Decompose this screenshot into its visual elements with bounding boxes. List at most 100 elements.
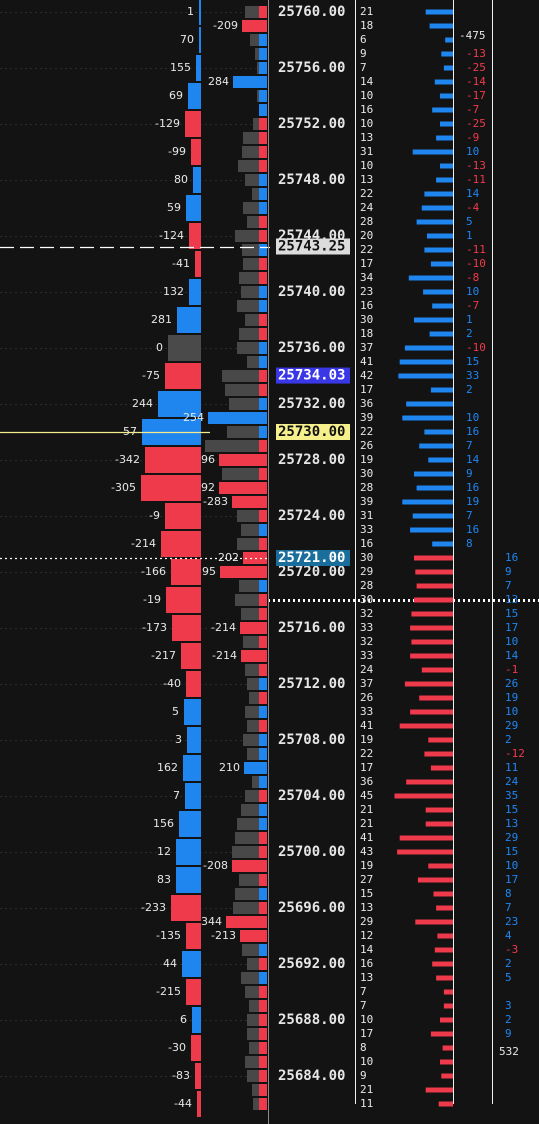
- price-label: 25736.00: [278, 340, 345, 356]
- profile-bar: [195, 251, 201, 277]
- asks-volume: 36: [360, 397, 373, 410]
- asks-volume: 19: [360, 453, 373, 466]
- footprint-bar: [232, 860, 267, 872]
- asks-bar: [416, 219, 453, 225]
- bids-volume: 19: [360, 859, 373, 872]
- asks-bar: [402, 415, 453, 421]
- asks-volume: 41: [360, 355, 373, 368]
- asks-total: -475: [459, 29, 486, 42]
- footprint-tip: [259, 216, 267, 228]
- bids-volume: 21: [360, 817, 373, 830]
- footprint-tip: [259, 132, 267, 144]
- bids-volume: 10: [360, 1055, 373, 1068]
- bids-volume: 10: [360, 1013, 373, 1026]
- bids-delta: 19: [505, 691, 518, 704]
- asks-delta: -10: [466, 341, 486, 354]
- asks-delta: -25: [466, 61, 486, 74]
- bids-volume: 30: [360, 593, 373, 606]
- footprint-tip: [259, 356, 267, 368]
- profile-label: -233: [141, 901, 166, 914]
- bids-volume: 24: [360, 663, 374, 676]
- bids-delta: 11: [505, 761, 518, 774]
- footprint-label: 254: [183, 411, 204, 424]
- footprint-bar: [232, 846, 267, 858]
- profile-label: 3: [175, 733, 182, 746]
- asks-bar: [423, 289, 453, 295]
- asks-volume: 10: [360, 159, 373, 172]
- profile-label: -342: [115, 453, 140, 466]
- profile-bar: [171, 895, 201, 921]
- footprint-tip: [259, 972, 267, 984]
- bids-bar: [434, 947, 453, 953]
- footprint-label: -208: [203, 859, 228, 872]
- profile-label: -99: [168, 145, 186, 158]
- bids-volume: 28: [360, 579, 373, 592]
- asks-bar: [428, 457, 453, 463]
- asks-bar: [406, 401, 453, 407]
- price-label: 25728.00: [278, 452, 345, 468]
- profile-label: -214: [131, 537, 156, 550]
- footprint-bar: [233, 76, 267, 88]
- footprint-tip: [259, 272, 267, 284]
- footprint-bar: [208, 412, 267, 424]
- bids-volume: 32: [360, 635, 373, 648]
- asks-delta: 1: [466, 229, 473, 242]
- footprint-tip: [259, 370, 267, 382]
- bids-bar: [417, 877, 453, 883]
- asks-delta: 10: [466, 411, 479, 424]
- asks-bar: [432, 303, 453, 309]
- asks-delta: 1: [466, 313, 473, 326]
- profile-bar: [172, 615, 201, 641]
- profile-label: 7: [173, 789, 180, 802]
- bids-bar: [436, 905, 453, 911]
- bids-delta: 2: [505, 1013, 512, 1026]
- profile-bar: [187, 727, 201, 753]
- footprint-tip: [259, 748, 267, 760]
- profile-label: 281: [151, 313, 172, 326]
- profile-bar: [184, 699, 201, 725]
- footprint-tip: [259, 580, 267, 592]
- bids-bar: [421, 667, 453, 673]
- profile-bar: [193, 167, 201, 193]
- asks-bar: [408, 275, 453, 281]
- bids-delta: -1: [505, 663, 518, 676]
- profile-bar: [199, 0, 201, 25]
- asks-volume: 22: [360, 425, 373, 438]
- profile-label: -83: [172, 1069, 190, 1082]
- asks-bar: [410, 527, 453, 533]
- profile-bar: [166, 587, 201, 613]
- footprint-tip: [259, 958, 267, 970]
- bids-delta: 8: [505, 887, 512, 900]
- asks-bar: [429, 331, 453, 337]
- profile-label: 59: [167, 201, 181, 214]
- bids-delta: 29: [505, 831, 518, 844]
- bids-bar: [428, 863, 453, 869]
- bids-bar: [419, 695, 453, 701]
- price-highlight-label: 25730.00: [278, 424, 345, 440]
- asks-volume: 28: [360, 481, 373, 494]
- asks-volume: 16: [360, 537, 373, 550]
- bids-volume: 7: [360, 999, 367, 1012]
- bids-delta: 4: [505, 929, 512, 942]
- asks-volume: 9: [360, 47, 367, 60]
- price-label: 25724.00: [278, 508, 345, 524]
- asks-bar: [440, 93, 453, 99]
- asks-bar: [432, 541, 453, 547]
- bids-bar: [437, 933, 453, 939]
- footprint-label: 96: [201, 453, 215, 466]
- footprint-tip: [259, 874, 267, 886]
- profile-bar: [191, 1035, 201, 1061]
- price-highlight: [276, 424, 350, 440]
- bids-delta: 5: [505, 971, 512, 984]
- asks-bar: [441, 51, 453, 57]
- profile-bar: [195, 1063, 201, 1089]
- footprint-bar: [222, 468, 267, 480]
- asks-delta: 10: [466, 285, 479, 298]
- profile-bar: [179, 811, 201, 837]
- asks-volume: 42: [360, 369, 373, 382]
- footprint-bar: [220, 566, 267, 578]
- bids-bar: [443, 1003, 453, 1009]
- profile-bar: [188, 83, 201, 109]
- asks-volume: 22: [360, 187, 373, 200]
